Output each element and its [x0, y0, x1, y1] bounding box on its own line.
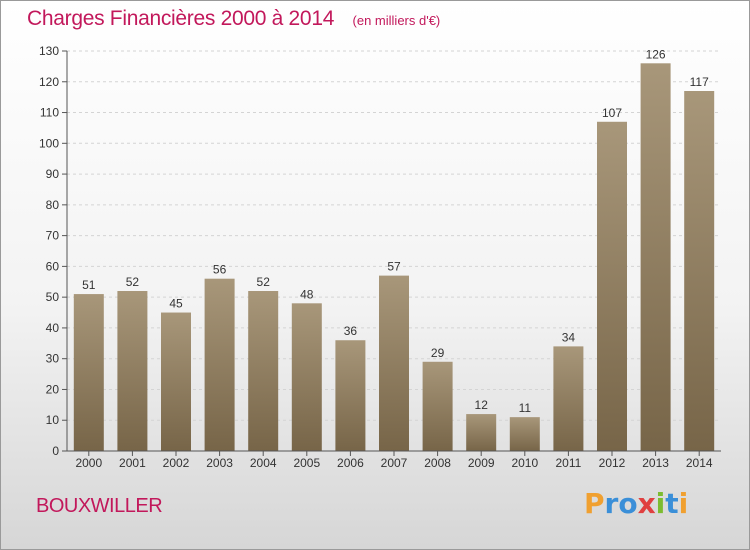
chart-unit: (en milliers d'€) [352, 13, 441, 28]
y-tick-label: 10 [46, 413, 60, 427]
logo-letter: t [665, 487, 679, 520]
x-tick-label: 2012 [599, 456, 626, 470]
bar [291, 303, 322, 451]
bar-value-label: 126 [646, 47, 666, 61]
bar-value-label: 57 [387, 260, 401, 274]
y-tick-label: 0 [52, 444, 59, 458]
chart-title: Charges Financières 2000 à 2014 [27, 7, 335, 30]
y-tick-label: 90 [46, 167, 60, 181]
x-tick-label: 2001 [119, 456, 146, 470]
x-tick-label: 2002 [163, 456, 190, 470]
x-tick-label: 2014 [686, 456, 713, 470]
y-tick-label: 130 [39, 44, 59, 58]
value-labels: 51 52 45 56 52 48 36 57 29 12 11 34 107 126 117 [82, 47, 709, 415]
y-tick-label: 50 [46, 290, 60, 304]
x-tick-label: 2011 [555, 456, 581, 470]
bar-value-label: 51 [82, 278, 96, 292]
chart-title-row: Charges Financières 2000 à 2014 (en mill… [27, 7, 440, 31]
bar-value-label: 34 [562, 330, 576, 344]
bar-value-label: 36 [344, 324, 358, 338]
x-tick-label: 2007 [381, 456, 408, 470]
x-tick-label: 2003 [206, 456, 233, 470]
town-name: BOUXWILLER [36, 495, 163, 517]
x-tick-label: 2013 [642, 456, 669, 470]
x-tick-label: 2004 [250, 456, 277, 470]
y-tick-label: 40 [46, 321, 60, 335]
logo-letter: r [604, 487, 619, 520]
x-tick-label: 2008 [424, 456, 451, 470]
x-tick-label: 2000 [75, 456, 102, 470]
y-axis-ticks: 0 10 20 30 40 50 60 70 80 90 100 110 120 130 [39, 44, 67, 458]
y-tick-label: 60 [46, 259, 60, 273]
logo-letter: o [618, 487, 638, 520]
y-tick-label: 20 [46, 382, 60, 396]
x-tick-label: 2005 [293, 456, 320, 470]
y-tick-label: 80 [46, 198, 60, 212]
bar [117, 291, 148, 451]
bar [640, 63, 671, 452]
bar [161, 312, 191, 451]
bar [466, 414, 497, 451]
y-tick-label: 100 [39, 136, 59, 150]
bar [204, 278, 235, 451]
bar-value-label: 107 [602, 106, 622, 120]
logo-letter: i [655, 487, 666, 520]
proxiti-logo[interactable]: Proxiti [584, 487, 688, 520]
bar-value-label: 45 [169, 297, 183, 311]
logo-letter: x [637, 487, 656, 520]
bar [248, 291, 279, 451]
bar-value-label: 117 [690, 75, 709, 89]
y-tick-label: 110 [40, 106, 59, 120]
bar [379, 275, 409, 451]
bar [509, 417, 540, 451]
bar-value-label: 12 [475, 398, 489, 412]
bar [73, 294, 104, 451]
x-tick-label: 2010 [511, 456, 538, 470]
bar-value-label: 29 [431, 346, 445, 360]
bar [422, 361, 453, 451]
logo-letter: P [584, 487, 605, 520]
bar [553, 346, 584, 451]
bar-value-label: 52 [257, 275, 271, 289]
bar-value-label: 11 [519, 401, 532, 415]
x-tick-label: 2009 [468, 456, 495, 470]
bar [597, 121, 627, 452]
y-tick-label: 70 [46, 229, 60, 243]
x-tick-label: 2006 [337, 456, 364, 470]
bar-value-label: 48 [300, 287, 314, 301]
logo-letter: i [678, 487, 689, 520]
bar [684, 91, 715, 451]
bar-value-label: 56 [213, 263, 227, 277]
y-tick-label: 30 [46, 352, 60, 366]
bars [73, 63, 715, 452]
y-tick-label: 120 [39, 75, 59, 89]
bar [335, 340, 366, 451]
bar-value-label: 52 [126, 275, 140, 289]
x-axis-ticks: 2000 2001 2002 2003 2004 2005 2006 2007 2008 2009… [75, 451, 713, 470]
